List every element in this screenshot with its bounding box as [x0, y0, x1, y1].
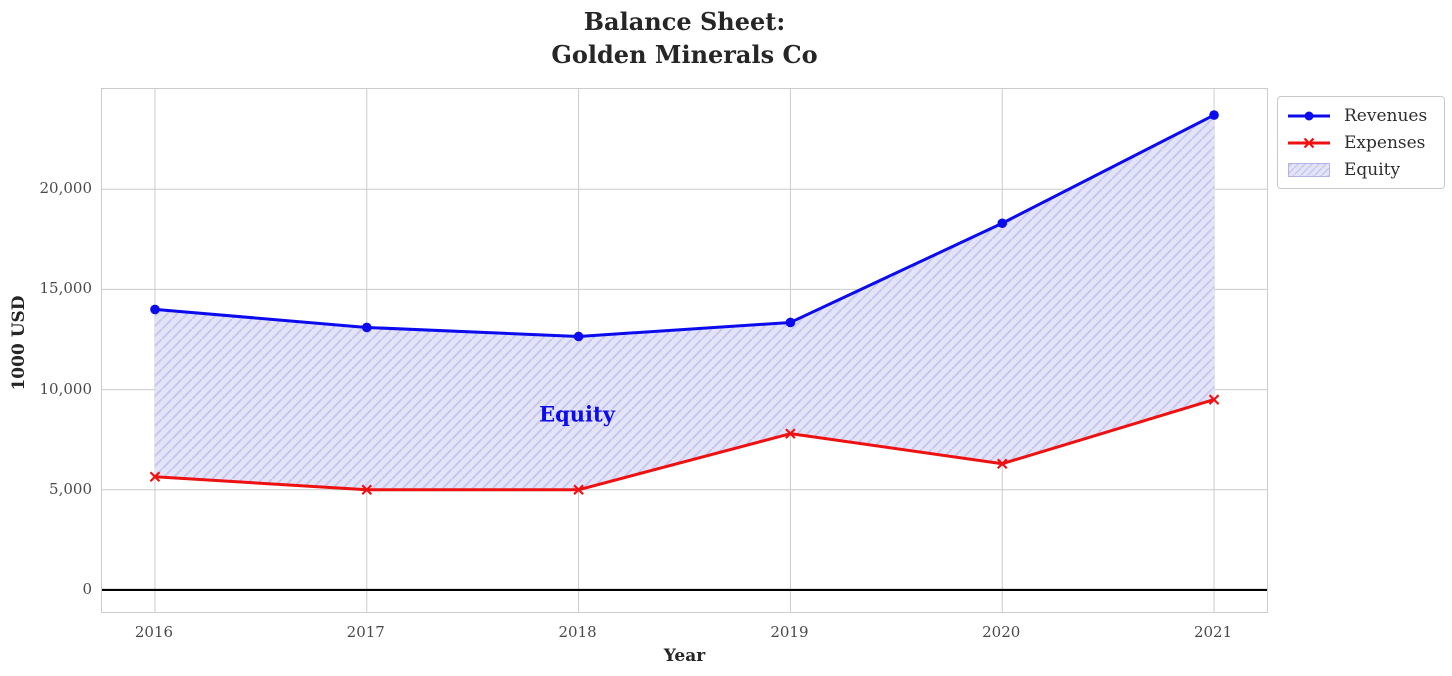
expenses-marker: [1208, 394, 1220, 405]
revenues-marker: [997, 218, 1008, 229]
x-tick-label: 2020: [982, 623, 1021, 641]
x-tick-label: 2018: [558, 623, 597, 641]
revenues-line-icon: [1288, 111, 1330, 120]
legend-label-expenses: Expenses: [1344, 132, 1426, 153]
equity-swatch-icon: [1288, 162, 1330, 177]
legend-label-revenues: Revenues: [1344, 105, 1428, 126]
y-tick-label: 15,000: [39, 279, 93, 298]
y-tick-label: 20,000: [39, 179, 93, 198]
expenses-marker: [149, 471, 161, 483]
expenses-marker: [361, 484, 373, 496]
chart-title-line2: Golden Minerals Co: [551, 40, 818, 69]
legend-item-revenues: Revenues: [1287, 106, 1435, 126]
x-tick-label: 2017: [346, 623, 385, 641]
expenses-marker: [573, 484, 584, 496]
revenues-marker: [150, 304, 160, 315]
expenses-line: [154, 398, 1215, 492]
expenses-line-icon: [1288, 137, 1330, 148]
plot-svg: [102, 89, 1267, 612]
y-tick-label: 5,000: [49, 479, 92, 498]
plot-area: Equity: [101, 88, 1268, 613]
legend-item-expenses: Expenses: [1287, 133, 1435, 153]
revenues-marker: [785, 317, 796, 328]
revenues-marker: [573, 331, 584, 342]
revenues-marker: [1209, 110, 1219, 120]
y-tick-label: 10,000: [39, 379, 93, 398]
chart-title: Balance Sheet: Golden Minerals Co: [101, 5, 1268, 71]
expenses-marker: [996, 458, 1008, 469]
x-tick-label: 2021: [1193, 623, 1233, 641]
x-tick-label: 2016: [134, 623, 174, 641]
equity-annotation: Equity: [539, 401, 615, 427]
y-axis-label: 1000 USD: [9, 295, 29, 391]
revenues-line: [154, 113, 1215, 338]
x-axis-label: Year: [663, 646, 706, 666]
expenses-marker: [785, 428, 796, 439]
legend: Revenues Expenses Equity: [1277, 96, 1445, 189]
chart-title-line1: Balance Sheet:: [583, 7, 786, 36]
y-tick-label: 0: [82, 579, 92, 598]
equity-area: [154, 115, 1215, 490]
legend-label-equity: Equity: [1344, 159, 1401, 180]
revenues-marker: [361, 322, 372, 333]
legend-item-equity: Equity: [1287, 160, 1435, 180]
x-tick-label: 2019: [770, 623, 809, 641]
